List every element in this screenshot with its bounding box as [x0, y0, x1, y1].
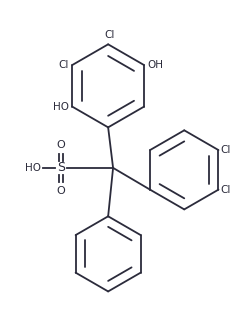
Text: O: O — [56, 186, 65, 196]
Text: O: O — [56, 140, 65, 150]
Text: Cl: Cl — [104, 30, 114, 40]
Text: Cl: Cl — [221, 185, 231, 195]
Text: OH: OH — [147, 60, 163, 70]
Text: HO: HO — [25, 163, 41, 173]
Text: Cl: Cl — [59, 60, 69, 70]
Text: HO: HO — [53, 102, 69, 112]
Text: Cl: Cl — [221, 145, 231, 155]
Text: S: S — [57, 161, 65, 175]
